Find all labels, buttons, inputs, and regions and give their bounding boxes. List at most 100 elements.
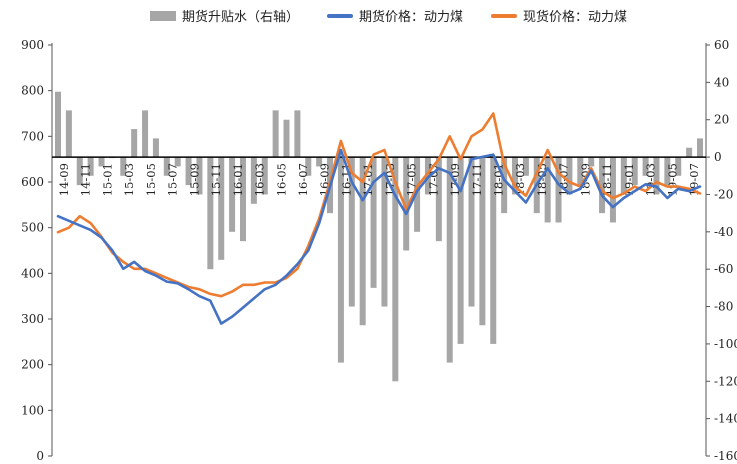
basis-bar <box>87 157 94 176</box>
basis-bar <box>370 157 377 288</box>
basis-bar <box>152 138 159 158</box>
y-left-tick-label: 600 <box>21 175 44 189</box>
y-left-tick-label: 500 <box>21 221 44 235</box>
legend-swatch-basis <box>150 10 176 21</box>
basis-bar <box>272 110 279 158</box>
y-right-tick-label: 0 <box>714 150 722 164</box>
x-tick-label: 17-01 <box>361 163 375 196</box>
basis-bar <box>381 157 388 307</box>
basis-bar <box>414 157 421 232</box>
x-tick-label: 14-11 <box>79 163 93 196</box>
legend-item-spot[interactable]: 现货价格：动力煤 <box>491 6 627 25</box>
basis-bar <box>392 157 399 382</box>
basis-bar <box>305 157 312 176</box>
basis-bar <box>207 157 214 270</box>
x-tick-label: 15-03 <box>122 163 136 196</box>
x-tick-label: 17-03 <box>383 163 397 196</box>
basis-bar <box>555 157 562 223</box>
x-tick-label: 19-05 <box>665 163 679 196</box>
y-right-tick-label: -80 <box>714 300 733 314</box>
y-right-tick-label: -40 <box>714 225 733 239</box>
legend-item-basis[interactable]: 期货升贴水（右轴） <box>150 6 299 25</box>
basis-bar <box>316 157 323 167</box>
basis-bar <box>120 157 127 176</box>
x-tick-label: 14-09 <box>57 163 71 196</box>
basis-bar <box>403 157 410 251</box>
y-right-tick-label: -160 <box>714 449 737 463</box>
x-tick-label: 16-03 <box>253 163 267 196</box>
basis-bar <box>261 157 268 195</box>
basis-bar <box>577 157 584 186</box>
basis-bar <box>435 157 442 242</box>
x-tick-label: 15-07 <box>166 163 180 196</box>
y-right-tick-label: 40 <box>714 75 729 89</box>
basis-bar <box>185 157 192 186</box>
y-right-tick-label: -120 <box>714 374 737 388</box>
legend-swatch-futures <box>327 13 354 18</box>
basis-bar <box>294 110 301 158</box>
basis-bar <box>512 157 519 195</box>
basis-bar <box>283 119 290 158</box>
basis-bar <box>446 157 453 363</box>
x-tick-label: 15-11 <box>209 163 223 196</box>
y-right-tick-label: -100 <box>714 337 737 351</box>
y-left-tick-label: 100 <box>21 403 44 417</box>
x-tick-label: 16-05 <box>274 163 288 196</box>
basis-bar <box>131 129 138 158</box>
basis-bar <box>588 157 595 167</box>
basis-bar <box>65 110 72 158</box>
basis-bar <box>609 157 616 223</box>
basis-bar <box>522 157 529 176</box>
basis-bar <box>163 157 170 176</box>
basis-bar <box>337 157 344 363</box>
basis-bar <box>348 157 355 307</box>
legend-label-futures: 期货价格：动力煤 <box>359 10 464 25</box>
x-tick-label: 16-01 <box>231 163 245 196</box>
basis-bar <box>229 157 236 232</box>
basis-bar <box>55 91 61 158</box>
y-left-tick-label: 700 <box>21 129 44 143</box>
y-right-tick-label: 20 <box>714 113 729 127</box>
basis-bar <box>479 157 486 326</box>
basis-bar <box>218 157 225 260</box>
basis-bar <box>566 157 573 195</box>
basis-bar <box>250 157 257 204</box>
basis-bar <box>468 157 475 307</box>
x-tick-label: 15-09 <box>187 163 201 196</box>
basis-bar <box>620 157 627 195</box>
x-tick-label: 18-01 <box>492 163 506 196</box>
basis-bar <box>196 157 203 195</box>
x-tick-label: 18-11 <box>600 163 614 196</box>
basis-bar <box>98 157 105 167</box>
y-left-tick-label: 900 <box>21 38 44 52</box>
legend-swatch-spot <box>491 13 518 18</box>
y-left-tick-label: 0 <box>36 449 44 463</box>
basis-bar <box>599 157 606 214</box>
x-tick-label: 18-07 <box>557 163 571 196</box>
basis-bar <box>664 157 671 186</box>
x-tick-label: 15-05 <box>144 163 158 196</box>
y-right-tick-label: -140 <box>714 412 737 426</box>
basis-bar <box>697 138 703 158</box>
basis-bar <box>544 157 551 223</box>
legend: 期货升贴水（右轴） 期货价格：动力煤 现货价格：动力煤 <box>150 6 627 25</box>
legend-label-spot: 现货价格：动力煤 <box>523 10 628 25</box>
y-left-tick-label: 200 <box>21 358 44 372</box>
basis-bar <box>174 157 181 167</box>
y-left-tick-label: 400 <box>21 266 44 280</box>
legend-item-futures[interactable]: 期货价格：动力煤 <box>327 6 463 25</box>
basis-bar <box>653 157 660 195</box>
basis-bar <box>686 147 693 158</box>
y-right-tick-label: -20 <box>714 187 733 201</box>
x-tick-label: 15-01 <box>100 163 114 196</box>
x-tick-label: 17-11 <box>470 163 484 196</box>
basis-bar <box>675 157 682 176</box>
y-right-tick-label: 60 <box>714 38 729 52</box>
futures-price-line <box>56 148 702 325</box>
basis-bar <box>76 157 83 186</box>
y-left-tick-label: 800 <box>21 84 44 98</box>
basis-bar <box>642 157 649 176</box>
basis-bar <box>239 157 246 242</box>
x-tick-label: 16-07 <box>296 163 310 196</box>
